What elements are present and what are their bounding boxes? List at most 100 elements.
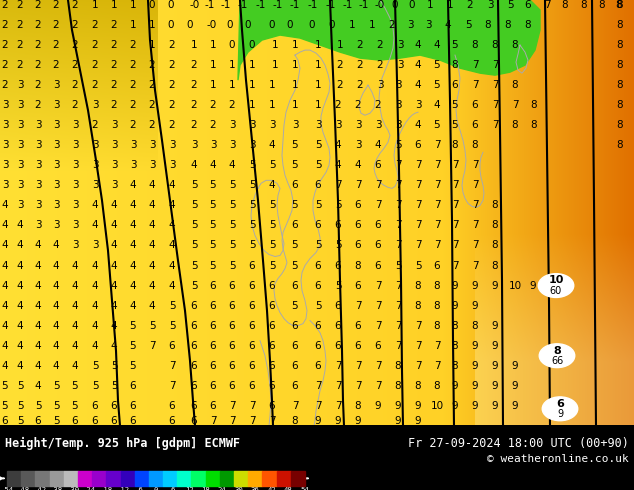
Text: 2: 2 <box>377 40 384 50</box>
Text: 3: 3 <box>35 200 41 210</box>
Text: 7: 7 <box>415 200 422 210</box>
Text: 4: 4 <box>335 140 341 150</box>
Bar <box>64 471 78 486</box>
Text: 2: 2 <box>357 40 363 50</box>
Text: 1: 1 <box>210 60 216 70</box>
Text: 7: 7 <box>434 200 440 210</box>
Text: 8: 8 <box>616 0 623 10</box>
Text: 1: 1 <box>427 0 433 10</box>
Text: 9: 9 <box>395 401 401 411</box>
Text: 4: 4 <box>415 60 422 70</box>
Text: -54: -54 <box>1 487 13 490</box>
Text: 6: 6 <box>269 381 275 391</box>
Text: 5: 5 <box>314 160 321 171</box>
Text: 6: 6 <box>130 401 136 411</box>
Text: 3: 3 <box>130 160 136 171</box>
Text: 4: 4 <box>2 361 8 371</box>
Text: 6: 6 <box>335 320 341 331</box>
Text: 3: 3 <box>72 180 79 190</box>
Text: 7: 7 <box>451 160 458 171</box>
Text: 3: 3 <box>53 140 60 150</box>
Text: 1: 1 <box>269 80 275 90</box>
Text: 2: 2 <box>111 20 117 30</box>
Text: 3: 3 <box>375 120 381 130</box>
Text: 4: 4 <box>92 281 98 291</box>
Text: 3: 3 <box>149 140 155 150</box>
Text: 4: 4 <box>53 300 60 311</box>
Text: 3: 3 <box>292 120 299 130</box>
Text: 48: 48 <box>284 487 293 490</box>
Text: 2: 2 <box>53 0 60 10</box>
Text: 6: 6 <box>269 320 275 331</box>
Text: 3: 3 <box>16 140 23 150</box>
Text: 6: 6 <box>229 320 235 331</box>
Text: 5: 5 <box>249 160 256 171</box>
Text: 0: 0 <box>269 20 275 30</box>
Text: 1: 1 <box>292 80 299 90</box>
Text: 8: 8 <box>472 140 478 150</box>
Text: 2: 2 <box>357 80 363 90</box>
Text: 8: 8 <box>354 261 361 270</box>
Text: 5: 5 <box>191 261 197 270</box>
Text: 4: 4 <box>229 160 235 171</box>
Text: 7: 7 <box>354 300 361 311</box>
Text: 4: 4 <box>2 241 8 250</box>
Text: 4: 4 <box>434 100 440 110</box>
Text: 9: 9 <box>472 300 478 311</box>
Text: 4: 4 <box>72 300 79 311</box>
Text: -1: -1 <box>273 0 283 10</box>
Text: 4: 4 <box>169 220 176 230</box>
Text: 4: 4 <box>35 300 41 311</box>
Text: 1: 1 <box>210 80 216 90</box>
Text: 4: 4 <box>111 261 117 270</box>
Text: 5: 5 <box>292 140 299 150</box>
Text: 0: 0 <box>245 20 251 30</box>
Text: 6: 6 <box>249 361 256 371</box>
Text: 2: 2 <box>72 60 79 70</box>
Circle shape <box>540 344 575 368</box>
Text: 6: 6 <box>314 281 321 291</box>
Text: 3: 3 <box>314 120 321 130</box>
Text: 2: 2 <box>16 60 23 70</box>
Text: 5: 5 <box>191 241 197 250</box>
Bar <box>205 471 220 486</box>
Text: -30: -30 <box>67 487 80 490</box>
Text: 4: 4 <box>111 320 117 331</box>
Text: 7: 7 <box>434 180 440 190</box>
Text: 7: 7 <box>544 0 550 10</box>
Text: 8: 8 <box>434 381 440 391</box>
Text: 6: 6 <box>335 341 341 351</box>
Text: 6: 6 <box>191 381 197 391</box>
Text: 3: 3 <box>2 140 8 150</box>
Text: 8: 8 <box>451 60 458 70</box>
Text: 9: 9 <box>472 401 478 411</box>
Text: 3: 3 <box>72 160 79 171</box>
Text: 2: 2 <box>130 60 136 70</box>
Text: 5: 5 <box>210 241 216 250</box>
Bar <box>191 471 205 486</box>
Text: 4: 4 <box>130 180 136 190</box>
Text: 7: 7 <box>395 341 401 351</box>
Text: 4: 4 <box>35 320 41 331</box>
Text: 7: 7 <box>375 281 381 291</box>
Bar <box>21 471 36 486</box>
Text: 6: 6 <box>35 416 41 426</box>
Text: 8: 8 <box>451 361 458 371</box>
Text: 5: 5 <box>292 300 299 311</box>
Text: 2: 2 <box>111 40 117 50</box>
Text: 7: 7 <box>512 100 519 110</box>
Text: 5: 5 <box>434 80 440 90</box>
Text: 8: 8 <box>617 100 623 110</box>
Text: 9: 9 <box>529 281 536 291</box>
Text: 6: 6 <box>314 320 321 331</box>
Text: 7: 7 <box>395 300 401 311</box>
Text: 3: 3 <box>191 140 197 150</box>
Text: 7: 7 <box>395 180 401 190</box>
Text: 4: 4 <box>335 160 341 171</box>
Text: 2: 2 <box>92 80 98 90</box>
Text: 8: 8 <box>451 341 458 351</box>
Text: 4: 4 <box>415 40 422 50</box>
Text: 4: 4 <box>111 281 117 291</box>
Text: 3: 3 <box>35 160 41 171</box>
Text: 4: 4 <box>149 220 155 230</box>
